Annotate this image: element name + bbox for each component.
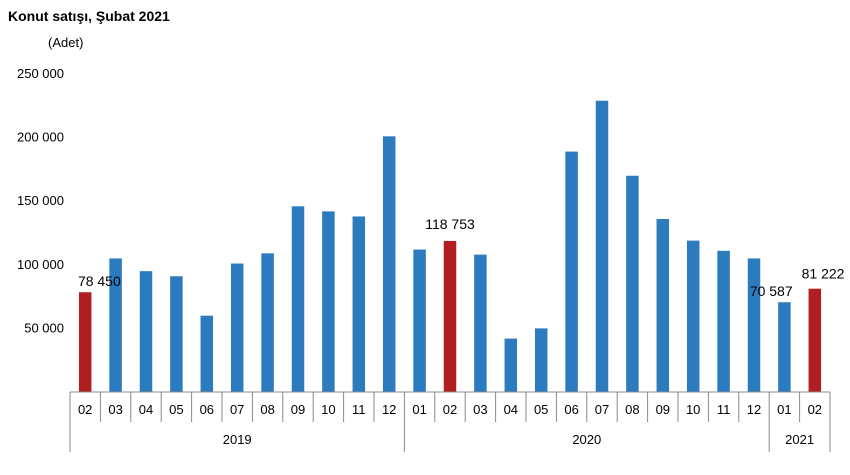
bar	[778, 302, 791, 392]
y-tick-label: 150 000	[17, 193, 64, 208]
bars	[78, 100, 822, 392]
x-tick-label: 01	[412, 402, 426, 417]
bar	[747, 258, 761, 392]
x-tick-label: 11	[352, 402, 366, 417]
x-axis: 02 03 04 05 06 07 08 09 10 11 12 01 02 03 04 05 06 07 08 09…	[69, 391, 831, 452]
bar	[443, 240, 457, 392]
data-label: 118 753	[425, 216, 475, 232]
y-axis-tick-labels: 50 000 100 000 150 000 200 000 250 000	[17, 66, 64, 335]
bar	[352, 216, 366, 392]
bar	[382, 136, 396, 392]
x-tick-label: 12	[747, 402, 761, 417]
x-tick-label: 10	[321, 402, 335, 417]
year-label: 2021	[785, 432, 814, 447]
data-label: 78 450	[78, 273, 121, 289]
bar	[808, 288, 822, 392]
y-axis-unit-label: (Adet)	[48, 35, 84, 50]
bar	[139, 271, 153, 392]
y-tick-label: 100 000	[17, 257, 64, 272]
bar	[261, 253, 274, 392]
bar	[230, 263, 244, 392]
bar	[291, 206, 305, 392]
bar	[656, 219, 670, 392]
bar	[78, 292, 92, 392]
bar	[626, 175, 639, 392]
x-tick-label: 10	[686, 402, 700, 417]
y-tick-label: 250 000	[17, 66, 64, 81]
x-tick-label: 07	[595, 402, 609, 417]
x-tick-label: 11	[717, 402, 731, 417]
data-labels: 78 450 118 753 70 587 81 222	[78, 216, 845, 299]
bar	[534, 328, 548, 392]
x-tick-label: 08	[260, 402, 274, 417]
bar	[565, 151, 578, 392]
bar	[322, 211, 335, 392]
year-label: 2019	[223, 432, 252, 447]
x-tick-label: 09	[291, 402, 305, 417]
x-tick-label: 05	[169, 402, 183, 417]
y-tick-label: 50 000	[24, 320, 64, 335]
bar	[170, 276, 183, 392]
x-tick-label: 02	[808, 402, 822, 417]
data-label: 81 222	[802, 266, 845, 282]
x-tick-label: 09	[656, 402, 670, 417]
bar	[717, 250, 730, 392]
bar	[504, 338, 518, 392]
x-tick-label: 08	[625, 402, 639, 417]
y-tick-label: 200 000	[17, 130, 64, 145]
x-tick-label: 07	[230, 402, 244, 417]
x-tick-label: 03	[473, 402, 487, 417]
x-tick-label: 04	[504, 402, 518, 417]
x-tick-label: 02	[443, 402, 457, 417]
x-tick-label: 03	[108, 402, 122, 417]
bar	[595, 100, 609, 392]
x-tick-label: 04	[139, 402, 153, 417]
x-tick-label: 01	[777, 402, 791, 417]
chart-title: Konut satışı, Şubat 2021	[8, 8, 170, 24]
x-tick-label: 06	[564, 402, 578, 417]
x-tick-label: 06	[200, 402, 214, 417]
x-tick-label: 12	[382, 402, 396, 417]
bar	[474, 254, 487, 392]
bar	[413, 249, 426, 392]
x-tick-label: 02	[78, 402, 92, 417]
x-tick-label: 05	[534, 402, 548, 417]
year-label: 2020	[572, 432, 601, 447]
bar	[200, 315, 214, 392]
bar	[686, 240, 700, 392]
data-label: 70 587	[750, 283, 793, 299]
bar	[109, 258, 122, 392]
